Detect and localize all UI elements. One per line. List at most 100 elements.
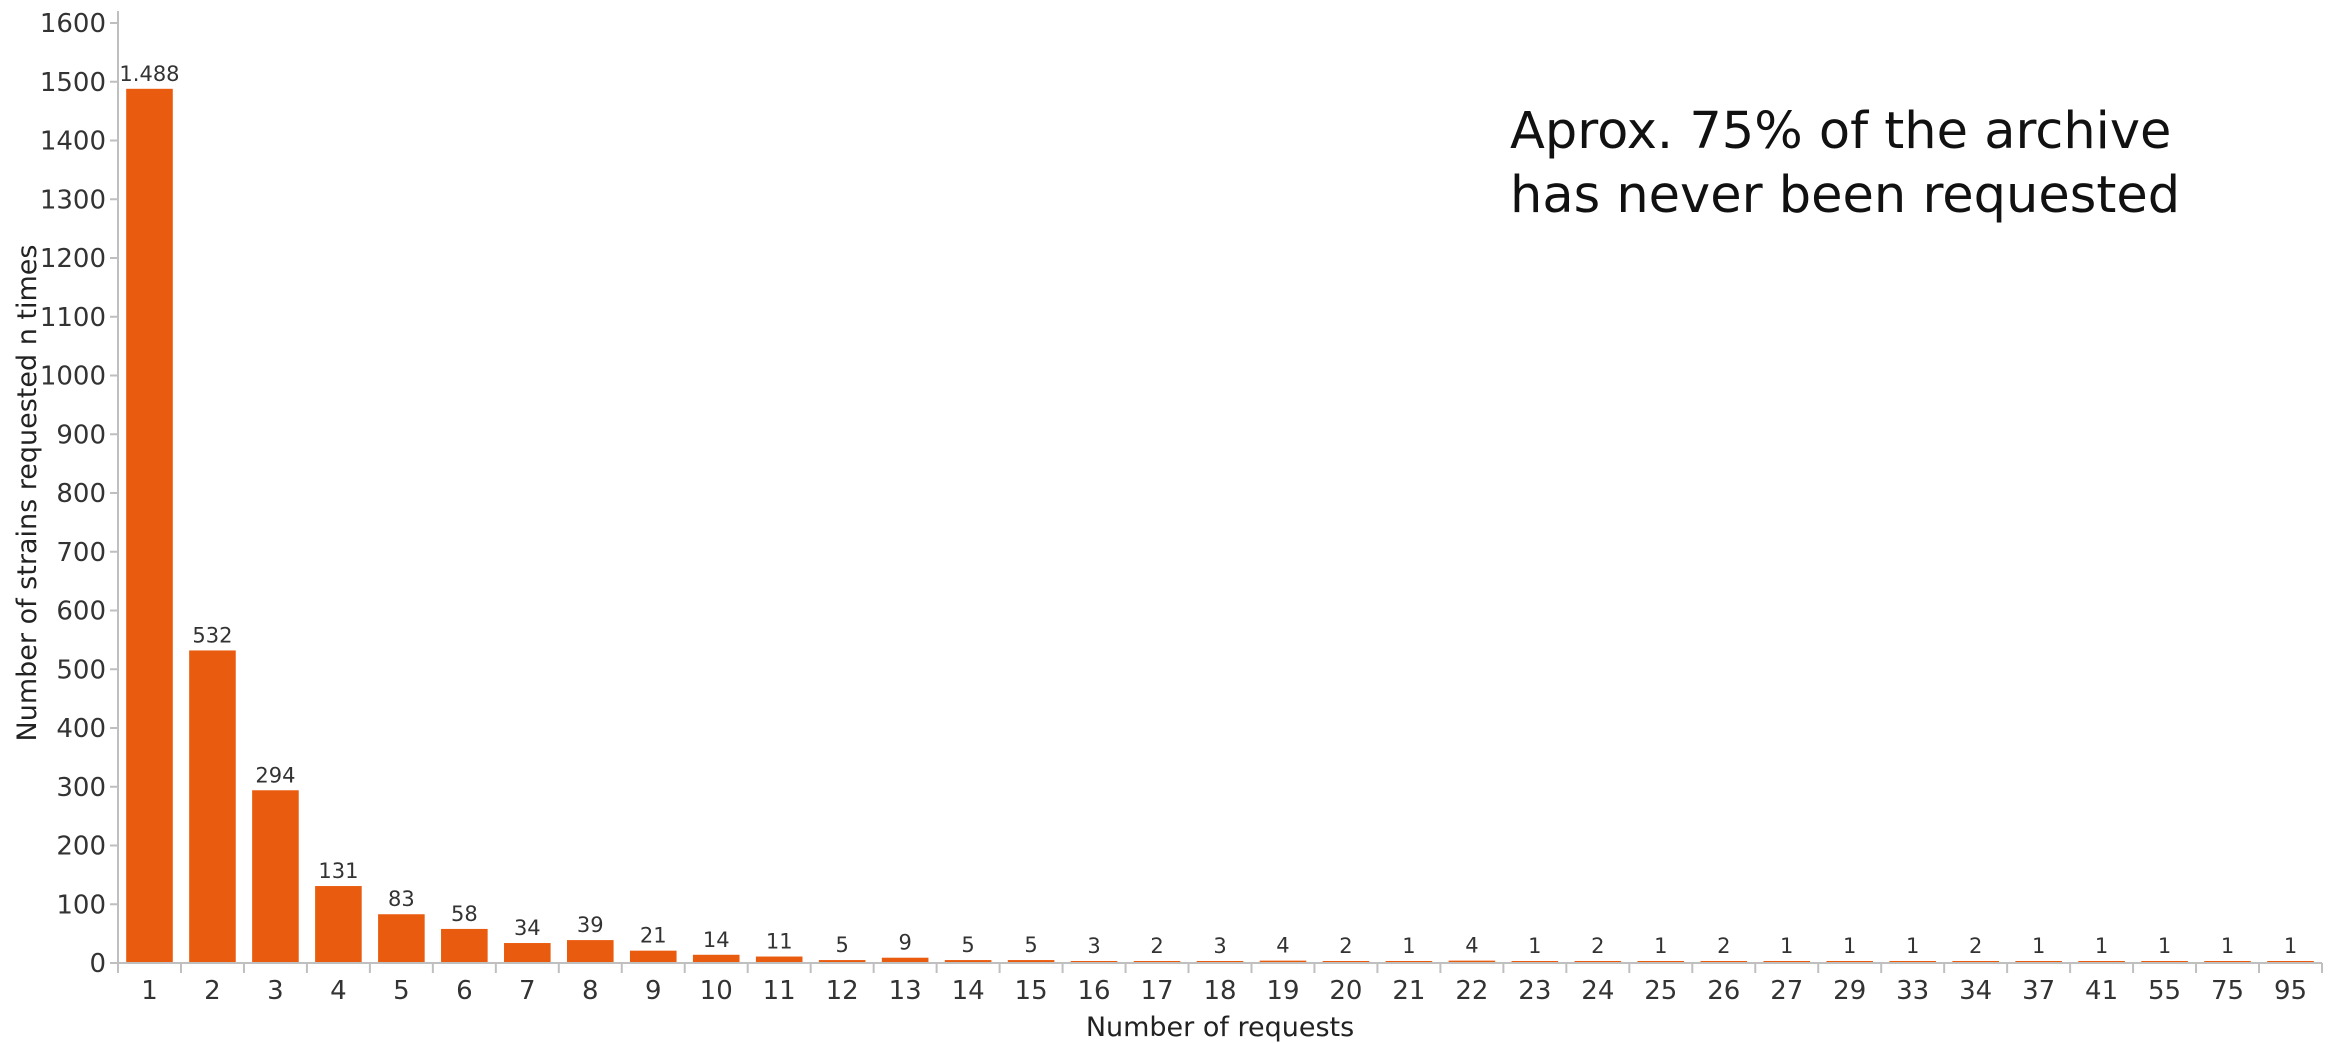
x-tick-label: 18: [1203, 976, 1236, 1006]
x-tick-label: 22: [1455, 976, 1488, 1006]
x-axis-title: Number of requests: [1086, 1012, 1354, 1043]
data-label: 58: [451, 902, 478, 926]
data-label: 2: [1591, 934, 1604, 958]
data-label: 3: [1213, 934, 1226, 958]
bars-group: [126, 88, 2314, 964]
y-tick-label: 100: [56, 890, 106, 920]
x-tick-label: 5: [393, 976, 410, 1006]
data-label: 1: [1528, 934, 1541, 958]
y-tick-label: 1000: [40, 362, 106, 392]
x-tick-label: 75: [2211, 976, 2244, 1006]
data-label: 1: [1402, 934, 1415, 958]
y-tick-label: 600: [56, 597, 106, 627]
bar: [504, 943, 551, 963]
bar: [1259, 960, 1307, 963]
x-tick-label: 21: [1392, 976, 1425, 1006]
x-tick-label: 41: [2085, 976, 2118, 1006]
data-label: 2: [1969, 934, 1982, 958]
data-label: 39: [577, 913, 604, 937]
x-tick-label: 20: [1329, 976, 1362, 1006]
data-label: 4: [1276, 934, 1289, 958]
x-tick-label: 8: [582, 976, 599, 1006]
x-tick-label: 37: [2022, 976, 2055, 1006]
chart-annotation: Aprox. 75% of the archive has never been…: [1510, 100, 2180, 228]
y-tick-label: 1500: [40, 68, 106, 98]
x-tick-label: 11: [763, 976, 796, 1006]
data-label: 11: [766, 930, 793, 954]
x-tick-label: 6: [456, 976, 473, 1006]
data-label: 1: [2158, 934, 2171, 958]
x-tick-label: 10: [700, 976, 733, 1006]
data-label: 1: [1654, 934, 1667, 958]
x-tick-label: 95: [2274, 976, 2307, 1006]
annotation-line-2: has never been requested: [1510, 166, 2181, 225]
y-tick-label: 1300: [40, 185, 106, 215]
data-label: 5: [961, 933, 974, 957]
x-tick-label: 17: [1140, 976, 1173, 1006]
x-tick-label: 12: [826, 976, 859, 1006]
x-tick-label: 15: [1015, 976, 1048, 1006]
bar: [692, 954, 740, 963]
data-label: 5: [1024, 933, 1037, 957]
y-tick-label: 700: [56, 538, 106, 568]
annotation-line-1: Aprox. 75% of the archive: [1510, 102, 2172, 161]
x-tick-label: 25: [1644, 976, 1677, 1006]
bar: [881, 957, 929, 963]
y-axis-title: Number of strains requested n times: [12, 245, 43, 742]
y-tick-label: 900: [56, 420, 106, 450]
y-tick-label: 1100: [40, 303, 106, 333]
data-label: 14: [703, 928, 730, 952]
bar: [818, 960, 866, 963]
data-label: 83: [388, 887, 415, 911]
x-tick-label: 1: [141, 976, 158, 1006]
bar: [378, 914, 425, 963]
y-tick-label: 800: [56, 479, 106, 509]
x-tick-label: 27: [1770, 976, 1803, 1006]
data-label: 1: [2095, 934, 2108, 958]
data-label: 294: [255, 763, 295, 787]
y-tick-label: 200: [56, 832, 106, 862]
bar: [755, 956, 803, 963]
data-label: 532: [192, 623, 232, 647]
y-tick-label: 400: [56, 714, 106, 744]
y-tick-label: 1200: [40, 244, 106, 274]
data-label: 1.488: [119, 62, 179, 86]
y-axis-ticks: 0 100 200 300 400 500 600 700 800 900 1000 1100 1200…: [40, 9, 118, 979]
x-tick-label: 3: [267, 976, 284, 1006]
x-tick-label: 13: [889, 976, 922, 1006]
data-label: 2: [1339, 934, 1352, 958]
data-label: 1: [2284, 934, 2297, 958]
y-tick-label: 0: [89, 949, 106, 979]
data-label: 1: [2032, 934, 2045, 958]
data-label: 1: [1906, 934, 1919, 958]
x-tick-label: 9: [645, 976, 662, 1006]
bar: [126, 88, 173, 964]
bar: [252, 790, 299, 963]
bar: [441, 928, 488, 963]
x-tick-label: 7: [519, 976, 536, 1006]
x-tick-label: 14: [952, 976, 985, 1006]
bar: [189, 650, 236, 963]
x-tick-label: 24: [1581, 976, 1614, 1006]
bar: [1007, 960, 1055, 963]
bar: [944, 960, 992, 963]
x-tick-label: 33: [1896, 976, 1929, 1006]
x-axis-ticks: 1 2 3 4 5 6 7 8 9 10 11 12 13 14 15 16 17 18 19 20 21 22 23 24 2…: [117, 963, 2323, 1006]
data-label: 131: [318, 859, 358, 883]
y-tick-label: 1600: [40, 9, 106, 39]
data-label: 4: [1465, 934, 1478, 958]
x-tick-label: 16: [1078, 976, 1111, 1006]
data-label: 9: [898, 931, 911, 955]
data-label: 1: [1780, 934, 1793, 958]
x-tick-label: 55: [2148, 976, 2181, 1006]
x-tick-label: 29: [1833, 976, 1866, 1006]
data-label: 2: [1717, 934, 1730, 958]
x-tick-label: 34: [1959, 976, 1992, 1006]
x-tick-label: 2: [204, 976, 221, 1006]
y-tick-label: 1400: [40, 127, 106, 157]
data-label: 2: [1150, 934, 1163, 958]
x-tick-label: 4: [330, 976, 347, 1006]
